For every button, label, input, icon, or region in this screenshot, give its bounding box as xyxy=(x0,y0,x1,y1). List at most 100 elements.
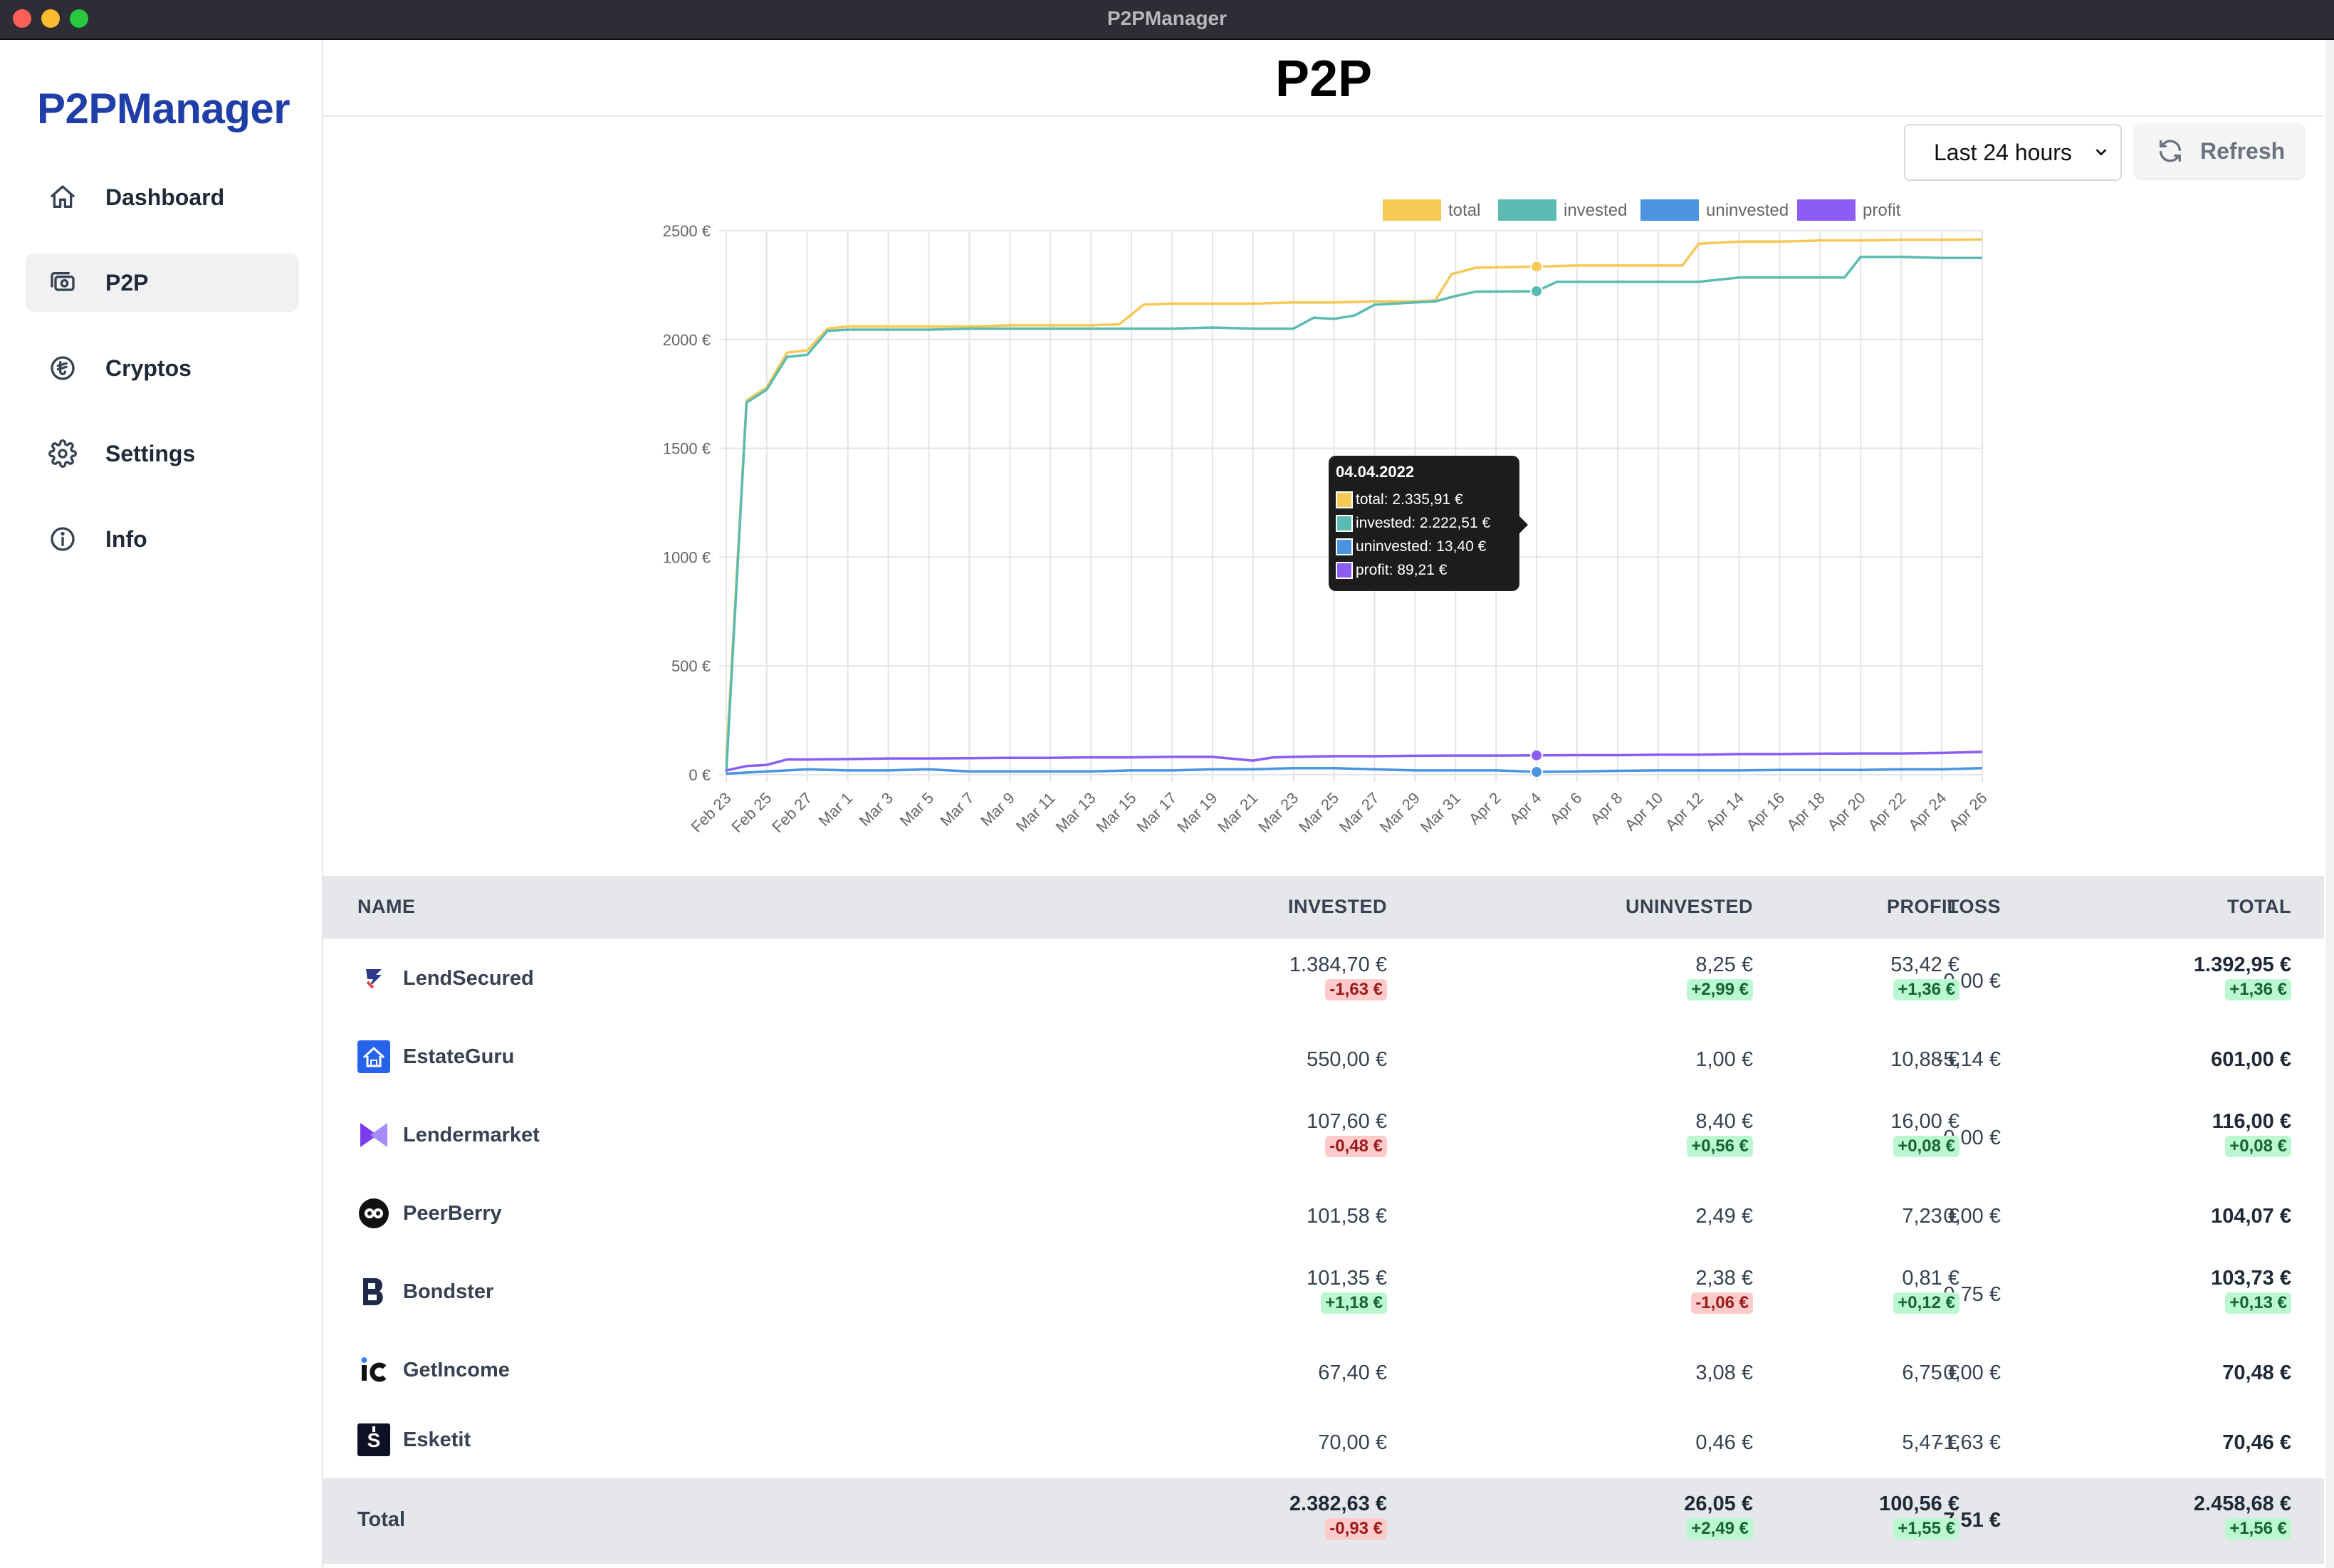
total-change: +1,56 € xyxy=(2225,1518,2291,1540)
sidebar-item-info[interactable]: Info xyxy=(26,510,299,568)
x-tick-label: Apr 24 xyxy=(1905,789,1950,835)
x-tick-label: Mar 5 xyxy=(896,789,937,830)
invested-value: 101,58 € xyxy=(1307,1205,1387,1228)
brand-title[interactable]: P2PManager xyxy=(37,85,291,132)
provider-cell: S Esketit xyxy=(357,1423,471,1456)
provider-name[interactable]: Lendermarket xyxy=(403,1123,540,1146)
provider-cell: LendSecured xyxy=(357,962,534,995)
x-tick-label: Mar 23 xyxy=(1255,789,1302,836)
page-title: P2P xyxy=(1275,51,1373,108)
invested-change: -1,63 € xyxy=(1325,979,1387,1000)
column-header-invested[interactable]: INVESTED xyxy=(1287,896,1387,917)
total-value: 1.392,95 € xyxy=(2193,953,2291,976)
maximize-window-button[interactable] xyxy=(70,9,88,28)
lendsecured-logo-icon xyxy=(357,962,390,995)
getincome-logo-icon xyxy=(357,1354,390,1386)
table-total-row[interactable]: Total 2.382,63 € -0,93 €26,05 € +2,49 € -7,5… xyxy=(323,1478,2324,1564)
change-badge: +0,13 € xyxy=(2225,1292,2291,1314)
invested-value: 101,35 € xyxy=(1307,1267,1387,1290)
close-window-button[interactable] xyxy=(13,9,31,28)
invested-value: 550,00 € xyxy=(1307,1048,1387,1071)
sidebar-item-cryptos[interactable]: Cryptos xyxy=(26,339,299,397)
uninvested-change: +2,99 € xyxy=(1687,979,1753,1000)
sidebar-item-label: Cryptos xyxy=(105,355,192,381)
uninvested-value: 3,08 € xyxy=(1695,1361,1753,1384)
provider-name[interactable]: Bondster xyxy=(403,1280,494,1303)
profit-value: 53,42 € xyxy=(1890,953,1959,976)
series-line-profit xyxy=(726,751,1983,772)
provider-name[interactable]: EstateGuru xyxy=(403,1045,515,1068)
tooltip-date: 04.04.2022 xyxy=(1336,463,1415,481)
uninvested-value: 8,40 € xyxy=(1695,1110,1753,1133)
invested-value: 67,40 € xyxy=(1318,1361,1387,1384)
hover-point-uninvested xyxy=(1530,765,1544,779)
x-tick-label: Mar 29 xyxy=(1376,789,1423,836)
p2p-chart: 0 €500 €1000 €1500 €2000 €2500 € Feb 23 Fe… xyxy=(323,40,2334,880)
line-chart[interactable]: 0 €500 €1000 €1500 €2000 €2500 €Feb 23Fe… xyxy=(323,40,2334,880)
window-title: P2PManager xyxy=(1106,7,1228,29)
total-value: 70,48 € xyxy=(2222,1361,2291,1384)
time-range-value: Last 24 hours xyxy=(1934,140,2072,165)
refresh-label: Refresh xyxy=(2200,138,2286,164)
hover-point-profit xyxy=(1530,748,1544,762)
uninvested-value: 2,38 € xyxy=(1695,1267,1753,1290)
change-badge: -1,63 € xyxy=(1325,979,1387,1000)
table-row[interactable]: LendSecured 1.384,70 € -1,63 € 8,25 € +2,99 … xyxy=(323,939,2324,1027)
table-row[interactable]: S Esketit 70,00 € 0,46 € -1,63 €5,47 € 70,46 … xyxy=(323,1408,2324,1480)
column-header-total[interactable]: TOTAL xyxy=(2227,896,2291,917)
x-tick-label: Mar 19 xyxy=(1173,789,1220,836)
legend-swatch xyxy=(1336,562,1353,579)
x-tick-label: Mar 21 xyxy=(1214,789,1261,836)
tooltip-row-uninvested: uninvested: 13,40 € xyxy=(1336,538,1486,555)
table-row[interactable]: Bondster 101,35 € +1,18 €2,38 € -1,06 € -0,7… xyxy=(323,1252,2324,1340)
provider-name[interactable]: Esketit xyxy=(403,1428,471,1451)
table-row[interactable]: GetIncome 67,40 € 3,08 € 0,00 €6,75 € 70,48 … xyxy=(323,1339,2324,1410)
column-header-loss[interactable]: LOSS xyxy=(1947,896,2001,917)
total-value: 70,46 € xyxy=(2222,1431,2291,1454)
tooltip-text: invested: 2.222,51 € xyxy=(1356,515,1491,531)
scrollbar[interactable] xyxy=(2325,40,2334,1568)
sidebar-item-label: Settings xyxy=(105,440,196,466)
sidebar-item-p2p[interactable]: P2P xyxy=(26,254,299,312)
change-badge: +1,36 € xyxy=(1893,979,1959,1000)
provider-cell: PeerBerry xyxy=(357,1197,502,1230)
loss-value: 0,00 € xyxy=(1943,1205,2001,1228)
column-header-name[interactable]: NAME xyxy=(357,896,416,917)
table-row[interactable]: EstateGuru 550,00 € 1,00 € -5,14 €10,88 € 60… xyxy=(323,1025,2324,1097)
gear-icon xyxy=(48,439,77,468)
table-row[interactable]: PeerBerry 101,58 € 2,49 € 0,00 €7,23 € 104,0… xyxy=(323,1182,2324,1253)
total-value: 104,07 € xyxy=(2211,1205,2291,1228)
time-range-select[interactable]: Last 24 hours xyxy=(1904,124,2122,181)
sidebar-item-settings[interactable]: Settings xyxy=(26,424,299,483)
refresh-button[interactable]: Refresh xyxy=(2135,124,2304,178)
y-tick-label: 2000 € xyxy=(663,331,711,349)
change-badge: +1,18 € xyxy=(1321,1292,1387,1314)
x-tick-label: Mar 15 xyxy=(1092,789,1139,836)
provider-name[interactable]: GetIncome xyxy=(403,1358,510,1381)
x-tick-label: Apr 18 xyxy=(1783,789,1828,835)
provider-name[interactable]: PeerBerry xyxy=(403,1201,502,1225)
uninvested-value: 26,05 € xyxy=(1684,1493,1753,1515)
change-badge: +2,49 € xyxy=(1687,1518,1753,1540)
legend-label-invested: invested xyxy=(1564,201,1627,220)
change-badge: +1,36 € xyxy=(2225,979,2291,1000)
p2p-cash-icon xyxy=(51,272,75,291)
total-value: 116,00 € xyxy=(2212,1110,2291,1133)
x-tick-label: Feb 23 xyxy=(687,789,734,836)
legend-label-uninvested: uninvested xyxy=(1706,201,1789,220)
sidebar-item-dashboard[interactable]: Dashboard xyxy=(26,168,299,226)
loss-value: 0,00 € xyxy=(1943,1361,2001,1384)
invested-value: 2.382,63 € xyxy=(1289,1493,1387,1515)
provider-name[interactable]: LendSecured xyxy=(403,966,534,990)
legend-label-profit: profit xyxy=(1863,201,1901,220)
table-row[interactable]: Lendermarket 107,60 € -0,48 € 8,40 € +0,56 €… xyxy=(323,1095,2324,1183)
column-header-uninvested[interactable]: UNINVESTED xyxy=(1625,896,1753,917)
x-tick-label: Mar 11 xyxy=(1012,789,1059,835)
invested-change: -0,48 € xyxy=(1325,1136,1387,1157)
series-line-invested xyxy=(725,255,1982,773)
total-change: +0,13 € xyxy=(2225,1292,2291,1314)
profit-change: +1,36 € xyxy=(1893,979,1959,1000)
sidebar-item-label: P2P xyxy=(105,269,149,296)
minimize-window-button[interactable] xyxy=(41,9,60,28)
legend-swatch-invested xyxy=(1498,199,1556,221)
